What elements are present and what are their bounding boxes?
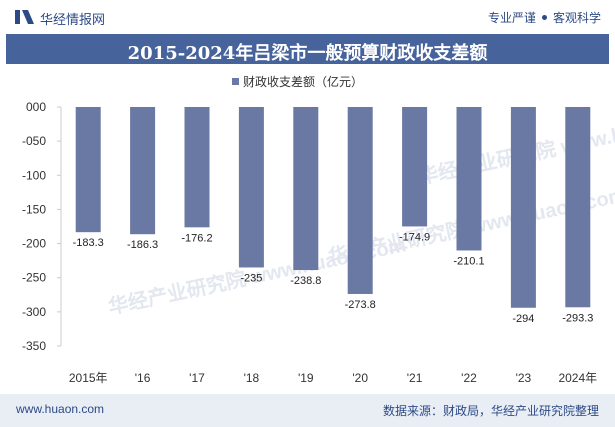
chart-title: 2015-2024年吕梁市一般预算财政收支差额	[127, 43, 488, 64]
x-tick-label: '20	[352, 371, 368, 385]
legend-label: 财政收支差额（亿元）	[243, 74, 363, 89]
x-tick-label: '16	[135, 371, 151, 385]
y-tick-label: -350	[22, 339, 46, 353]
brand-name: 华经情报网	[40, 12, 106, 27]
bullet-dot-icon	[541, 15, 547, 21]
bar-value-label: -176.2	[181, 232, 212, 244]
y-tick-label: -050	[22, 134, 46, 148]
x-tick-label: '17	[189, 371, 205, 385]
bar	[456, 107, 482, 251]
bar-value-label: -293.3	[562, 312, 593, 324]
bar-value-label: -238.8	[290, 275, 321, 287]
tagline: 专业严谨 客观科学	[488, 9, 601, 26]
bar-value-label: -273.8	[345, 299, 376, 311]
bar-value-label: -210.1	[453, 255, 484, 267]
title-bar: 2015-2024年吕梁市一般预算财政收支差额	[6, 34, 609, 64]
y-tick-label: -150	[22, 202, 46, 216]
x-tick-label: '18	[244, 371, 260, 385]
x-axis: 2015年 '16 '17 '18 '19 '20 '21 '22 '23 2024年	[69, 371, 597, 385]
x-tick-label: '22	[461, 371, 477, 385]
bar	[130, 107, 156, 235]
bars: -183.3 -186.3 -176.2 -235 -238.8 -273.8 -174.9…	[73, 107, 593, 325]
bar	[347, 107, 373, 294]
footer-site-link[interactable]: www.huaon.com	[16, 402, 105, 416]
y-tick-label: -200	[22, 237, 46, 251]
tagline-left: 专业严谨	[487, 11, 536, 25]
y-tick-label: -250	[22, 271, 46, 285]
x-tick-label: '19	[298, 371, 314, 385]
legend-swatch	[232, 78, 239, 85]
bar-value-label: -174.9	[399, 231, 430, 243]
bar	[184, 107, 210, 228]
y-axis: 000 -050 -100 -150 -200 -250 -300 -350	[22, 100, 61, 353]
x-tick-label: 2024年	[558, 371, 597, 385]
y-tick-label: -100	[22, 168, 46, 182]
legend: 财政收支差额（亿元）	[232, 74, 363, 89]
footer-source: 数据来源：财政局，华经产业研究院整理	[382, 404, 599, 418]
tagline-right: 客观科学	[552, 11, 601, 25]
x-tick-label: '23	[516, 371, 532, 385]
x-tick-label: '21	[407, 371, 423, 385]
bar	[565, 107, 591, 308]
y-tick-label: 000	[26, 100, 46, 114]
bar	[238, 107, 264, 268]
bar	[293, 107, 319, 271]
bar	[402, 107, 428, 227]
bar	[510, 107, 536, 308]
bar-value-label: -294	[512, 313, 534, 325]
header-bar: 华经情报网 专业严谨 客观科学	[0, 0, 615, 34]
huajing-logo-icon	[15, 10, 34, 24]
bar-value-label: -186.3	[127, 239, 158, 251]
y-tick-label: -300	[22, 305, 46, 319]
bar-value-label: -183.3	[73, 237, 104, 249]
bar	[75, 107, 101, 233]
footer-bar: www.huaon.com 数据来源：财政局，华经产业研究院整理	[0, 394, 615, 427]
x-tick-label: 2015年	[69, 371, 108, 385]
bar-value-label: -235	[240, 272, 262, 284]
